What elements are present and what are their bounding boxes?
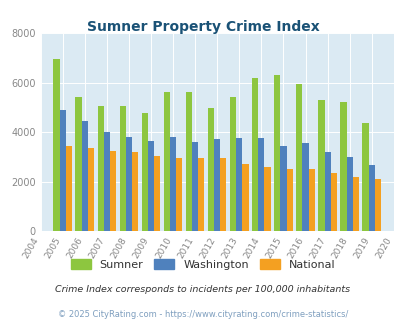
Bar — [296, 84, 302, 231]
Bar — [346, 157, 352, 231]
Bar — [318, 100, 324, 231]
Bar — [185, 92, 192, 231]
Bar — [236, 138, 242, 231]
Bar — [252, 78, 258, 231]
Bar — [302, 143, 308, 231]
Bar — [264, 167, 270, 231]
Bar — [66, 146, 72, 231]
Bar — [198, 158, 204, 231]
Bar — [207, 109, 213, 231]
Bar — [170, 137, 176, 231]
Bar — [60, 110, 66, 231]
Bar — [87, 148, 94, 231]
Bar — [280, 146, 286, 231]
Bar — [339, 102, 346, 231]
Bar — [242, 164, 248, 231]
Text: © 2025 CityRating.com - https://www.cityrating.com/crime-statistics/: © 2025 CityRating.com - https://www.city… — [58, 310, 347, 319]
Bar — [110, 150, 116, 231]
Bar — [368, 165, 374, 231]
Bar — [119, 106, 126, 231]
Bar — [97, 106, 104, 231]
Bar — [330, 173, 336, 231]
Bar — [153, 155, 160, 231]
Bar — [104, 132, 110, 231]
Bar — [126, 137, 132, 231]
Legend: Sumner, Washington, National: Sumner, Washington, National — [66, 255, 339, 274]
Bar — [324, 152, 330, 231]
Bar — [141, 114, 147, 231]
Bar — [258, 138, 264, 231]
Text: Sumner Property Crime Index: Sumner Property Crime Index — [86, 20, 319, 34]
Bar — [230, 97, 236, 231]
Bar — [213, 139, 220, 231]
Bar — [132, 152, 138, 231]
Text: Crime Index corresponds to incidents per 100,000 inhabitants: Crime Index corresponds to incidents per… — [55, 285, 350, 294]
Bar — [81, 121, 87, 231]
Bar — [352, 177, 358, 231]
Bar — [374, 179, 380, 231]
Bar — [220, 158, 226, 231]
Bar — [308, 169, 314, 231]
Bar — [163, 92, 170, 231]
Bar — [273, 75, 280, 231]
Bar — [53, 59, 60, 231]
Bar — [362, 123, 368, 231]
Bar — [176, 158, 182, 231]
Bar — [192, 142, 198, 231]
Bar — [147, 141, 153, 231]
Bar — [286, 169, 292, 231]
Bar — [75, 97, 81, 231]
